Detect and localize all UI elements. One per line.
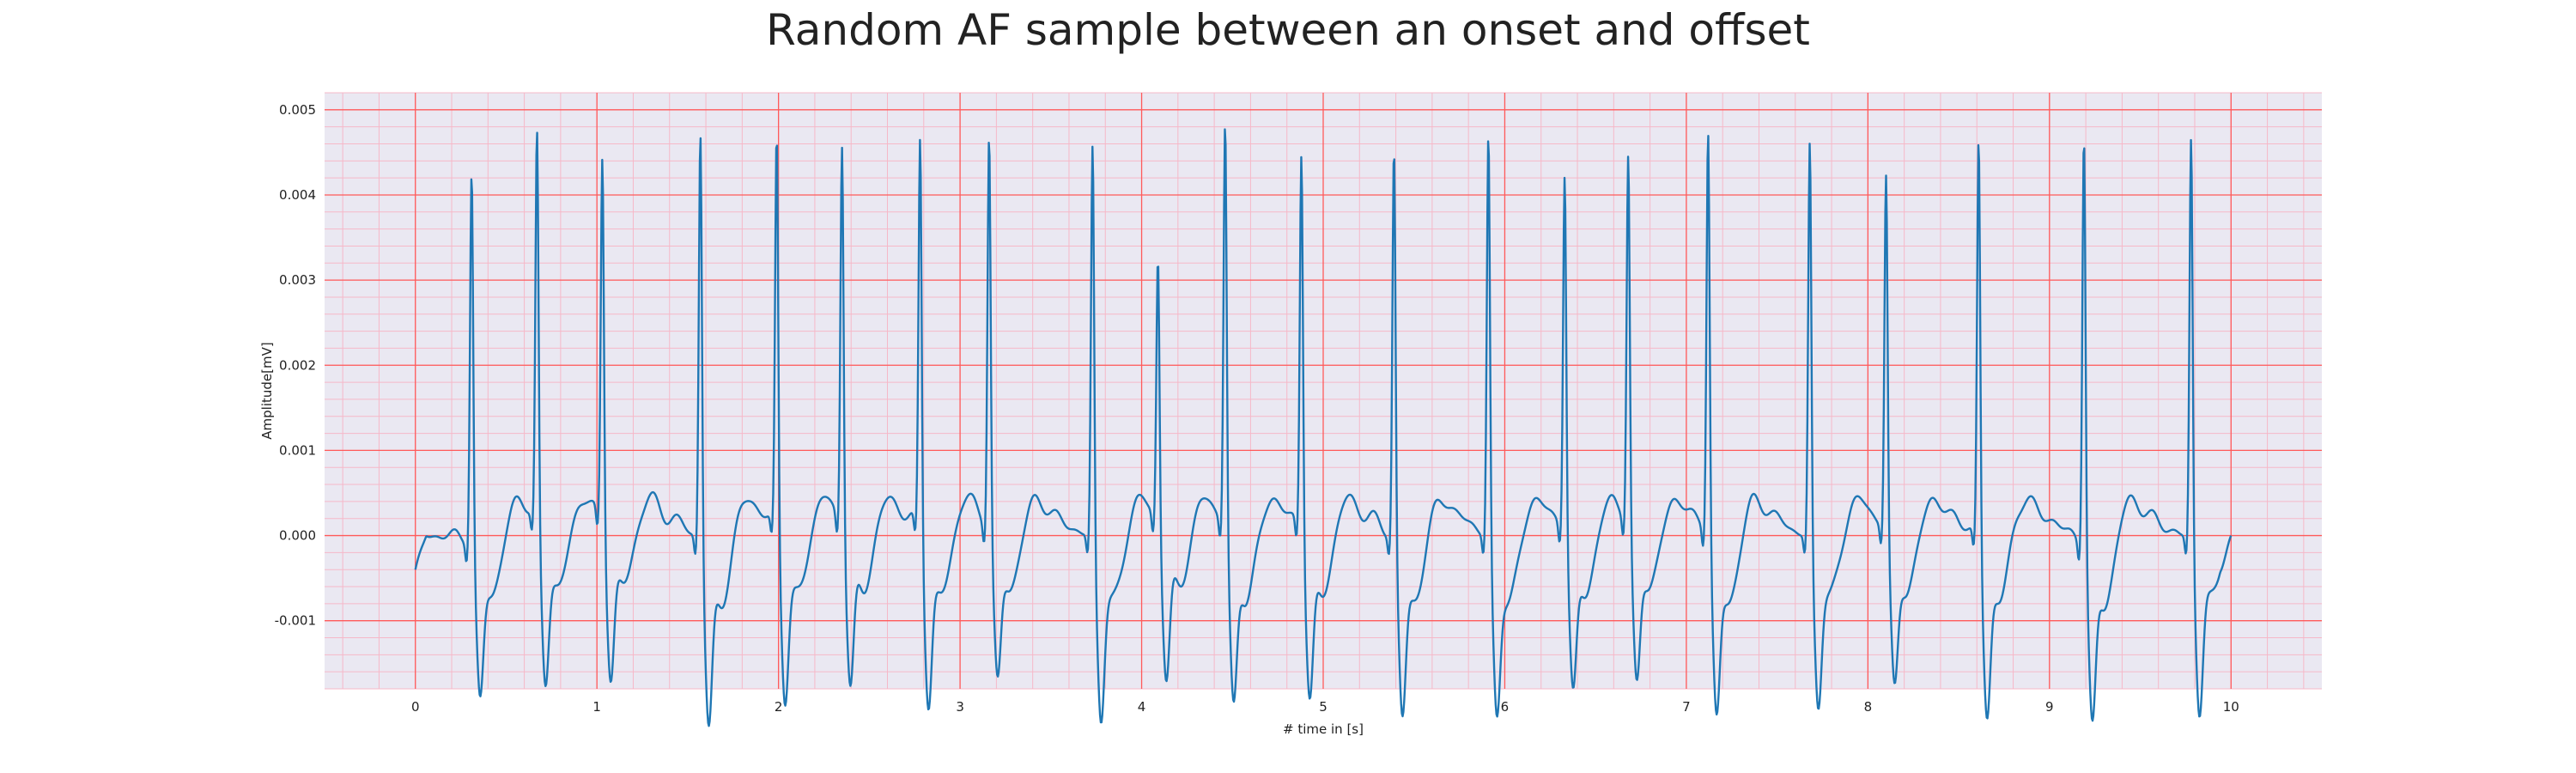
major-grid (325, 93, 2322, 689)
y-tick-label: 0.000 (279, 528, 316, 544)
series-line-ecg (414, 128, 2233, 727)
x-tick-label: 9 (2045, 699, 2054, 715)
y-tick-label: 0.004 (279, 187, 316, 203)
y-tick-label: 0.005 (279, 102, 316, 118)
x-tick-label: 4 (1138, 699, 1146, 715)
x-tick-label: 8 (1864, 699, 1873, 715)
x-tick-label: 0 (411, 699, 420, 715)
x-tick-label: 1 (592, 699, 601, 715)
y-tick-label: 0.001 (279, 442, 316, 458)
y-axis-ticks: -0.001 0.000 0.001 0.002 0.003 0.004 0.005 (275, 102, 316, 629)
x-tick-label: 6 (1501, 699, 1510, 715)
chart-title: Random AF sample between an onset and of… (766, 5, 1810, 55)
x-axis-label: # time in [s] (1283, 721, 1364, 737)
x-tick-label: 5 (1319, 699, 1327, 715)
plot-area (325, 92, 2322, 727)
y-tick-label: 0.002 (279, 357, 316, 373)
x-tick-label: 2 (775, 699, 783, 715)
x-axis-ticks: 0 1 2 3 4 5 6 7 8 9 10 (411, 699, 2239, 715)
y-axis-label: Amplitude[mV] (259, 342, 275, 439)
x-tick-label: 7 (1682, 699, 1691, 715)
series-layer (414, 128, 2233, 727)
x-tick-label: 10 (2223, 699, 2239, 715)
x-tick-label: 3 (956, 699, 964, 715)
y-tick-label: -0.001 (275, 613, 316, 629)
y-tick-label: 0.003 (279, 272, 316, 288)
